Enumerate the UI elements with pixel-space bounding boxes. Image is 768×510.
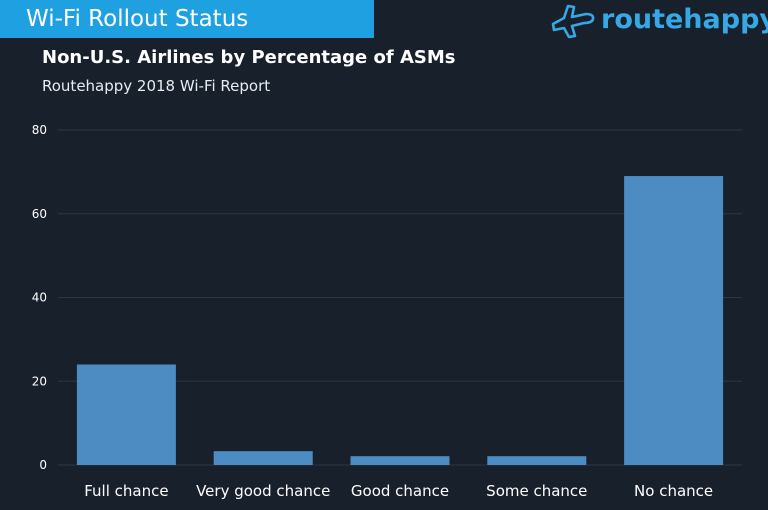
x-category-label: Full chance: [84, 482, 168, 500]
bar-good-chance: [350, 456, 450, 465]
routehappy-logo: routehappy: [550, 2, 768, 40]
y-tick-label-80: 80: [32, 123, 47, 137]
bar-very-good-chance: [213, 451, 313, 465]
y-axis-ticks: 0 20 40 60 80: [32, 123, 47, 472]
chart-subtitle: Routehappy 2018 Wi-Fi Report: [42, 77, 271, 95]
x-category-label: No chance: [634, 482, 713, 500]
y-tick-label-60: 60: [32, 207, 47, 221]
airplane-icon: [551, 4, 595, 39]
y-tick-label-40: 40: [32, 291, 47, 305]
chart-title: Non-U.S. Airlines by Percentage of ASMs: [42, 47, 456, 68]
bar-some-chance: [487, 456, 587, 465]
x-category-label: Good chance: [351, 482, 449, 500]
bars: [76, 176, 724, 465]
x-category-label: Very good chance: [196, 482, 330, 500]
x-axis-categories: Full chance Very good chance Good chance So…: [84, 482, 713, 500]
y-tick-label-0: 0: [39, 458, 47, 472]
x-category-label: Some chance: [486, 482, 587, 500]
bar-no-chance: [624, 176, 724, 465]
y-tick-label-20: 20: [32, 374, 47, 388]
logo-text: routehappy: [601, 4, 768, 35]
banner-title: Wi-Fi Rollout Status: [26, 6, 249, 32]
bar-full-chance: [76, 364, 176, 465]
header-banner: Wi-Fi Rollout Status: [0, 0, 374, 38]
